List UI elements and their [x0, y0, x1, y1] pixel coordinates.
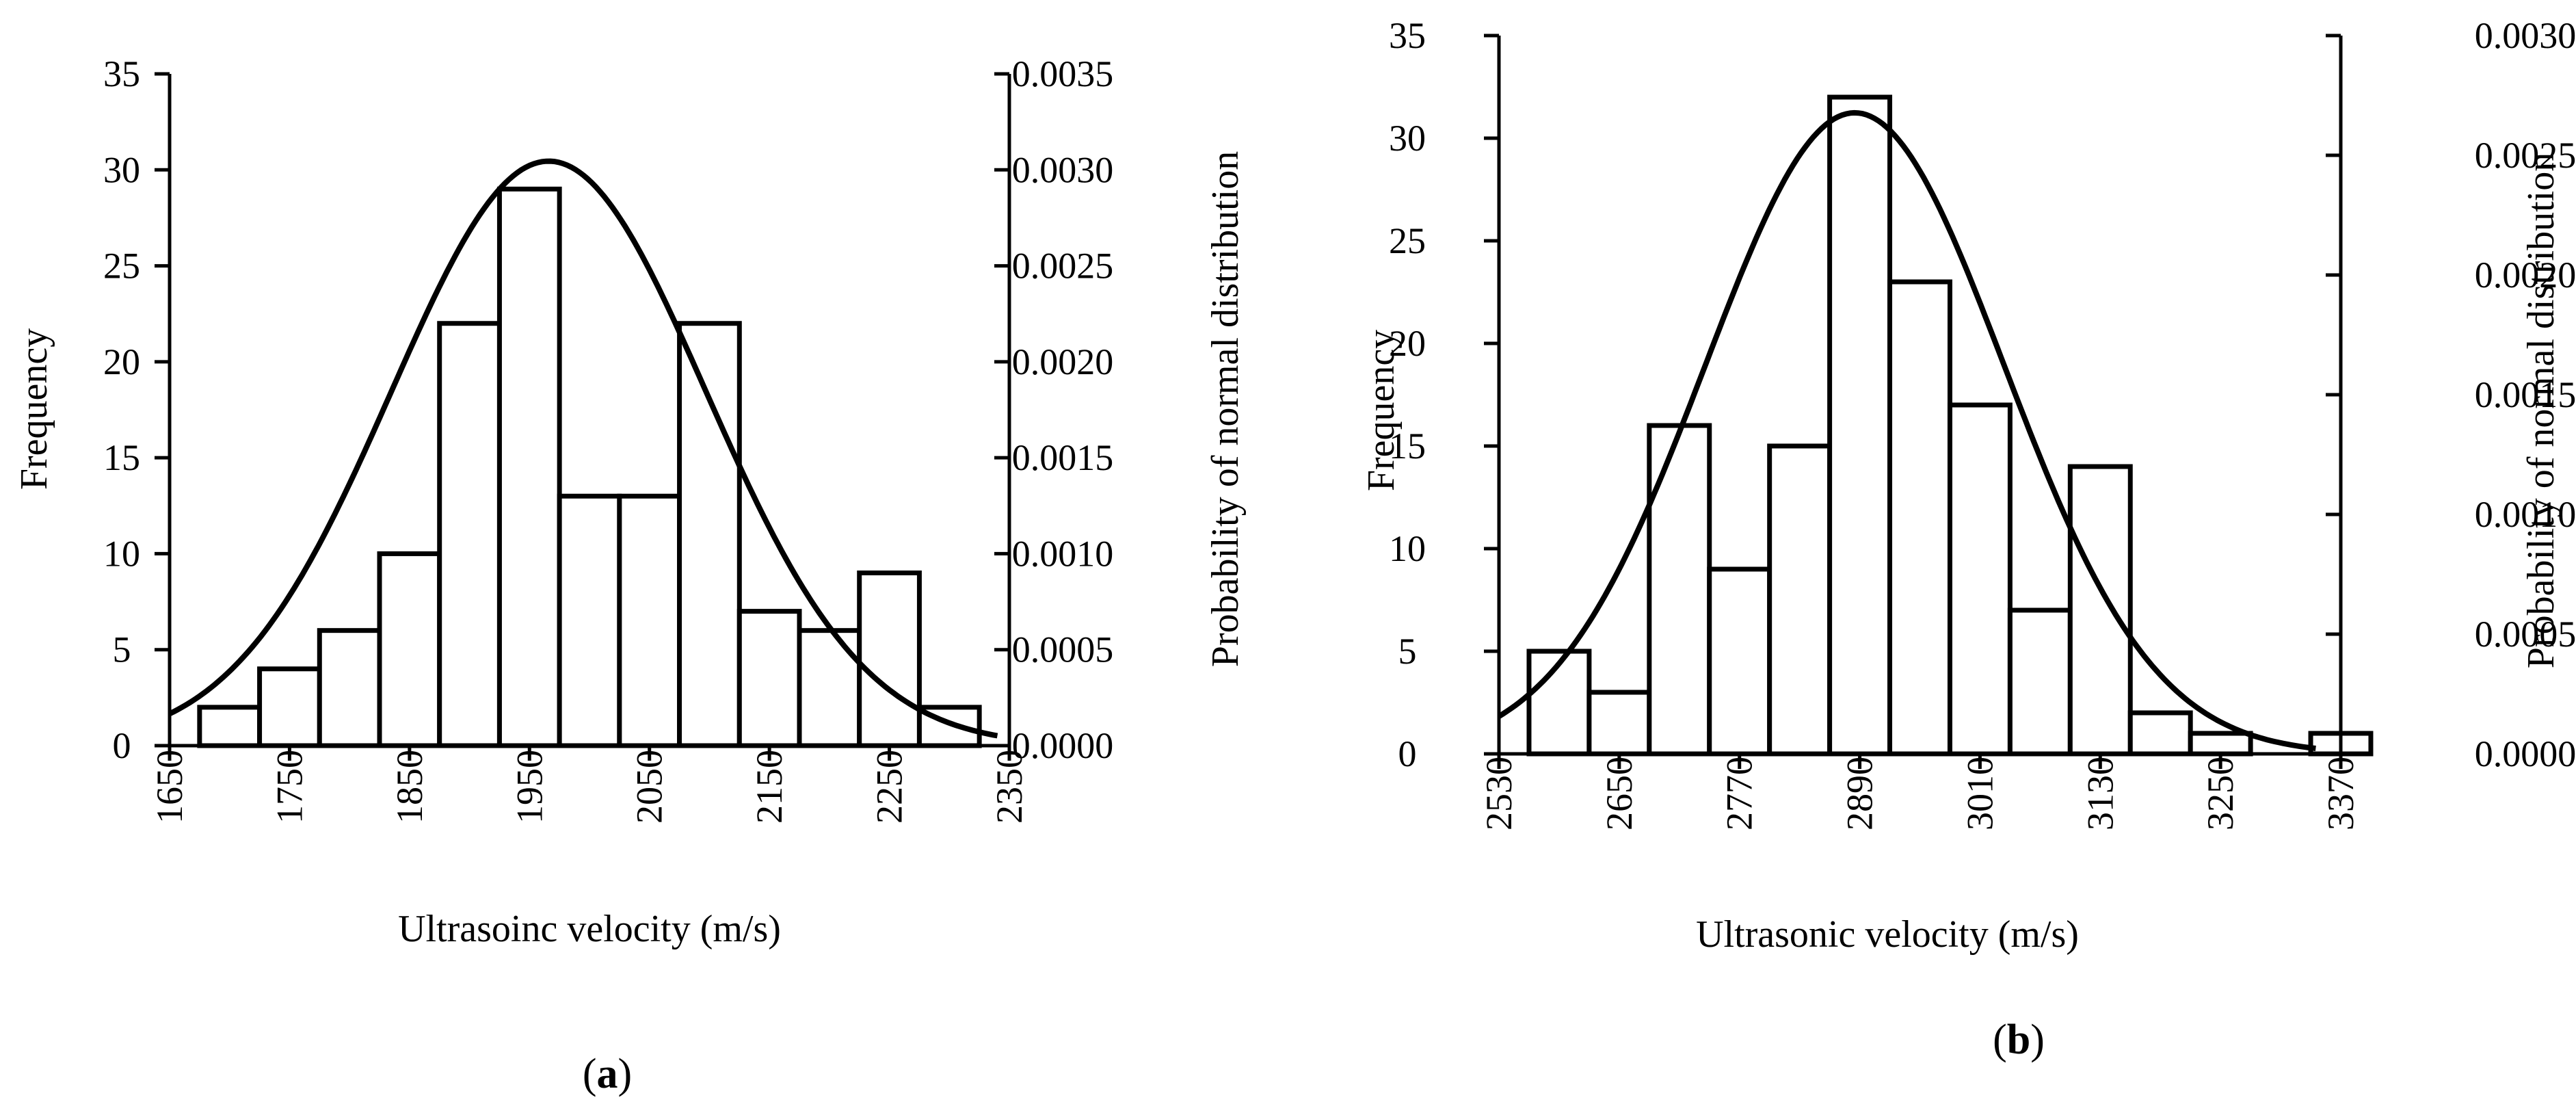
y-tick-label: 30	[103, 149, 140, 190]
histogram-bar	[797, 628, 862, 748]
x-tick-label: 2150	[749, 750, 790, 824]
histogram-bar	[557, 493, 622, 748]
normal-distribution-curve	[1497, 109, 2316, 751]
y-tick-label: 25	[103, 246, 140, 287]
y2-tick-label: 0.0010	[2475, 494, 2576, 535]
x-tick-label: 2890	[1840, 757, 1881, 830]
histogram-bar	[617, 493, 682, 748]
y2-tick-label: 0.0000	[1012, 725, 1114, 766]
histogram-bar	[1707, 566, 1772, 757]
y-axis-title: Frequency	[13, 328, 55, 490]
x-tick-label: 2530	[1478, 757, 1519, 830]
x-axis-title: Ultrasoinc velocity (m/s)	[398, 908, 781, 950]
x-tick-label: 2050	[629, 750, 670, 824]
histogram-bar	[1827, 94, 1893, 757]
y2-tick-label: 0.0025	[2475, 135, 2576, 176]
y-tick-label: 15	[1389, 425, 1426, 467]
y2-tick-label: 0.0015	[1012, 437, 1114, 478]
histogram-bar	[857, 570, 922, 748]
y-tick-label: 0	[1398, 733, 1417, 774]
y2-tick-label: 0.0020	[2475, 254, 2576, 296]
x-tick-label: 3130	[2080, 757, 2121, 830]
histogram-bar	[2067, 464, 2133, 757]
x-tick-label: 1650	[149, 750, 190, 824]
x-tick-label: 2650	[1599, 757, 1640, 830]
histogram-bar	[1887, 279, 1952, 757]
x-tick-label: 3370	[2320, 757, 2361, 830]
y2-tick-label: 0.0030	[1012, 149, 1114, 190]
histogram-bar	[1586, 690, 1652, 757]
y-tick-label: 30	[1389, 118, 1426, 159]
y-tick-label: 35	[1389, 15, 1426, 56]
histogram-bar	[736, 609, 802, 748]
y2-tick-label: 0.0015	[2475, 374, 2576, 415]
y2-tick-label: 0.0020	[1012, 341, 1114, 382]
panel-label-letter: b	[2007, 1017, 2030, 1063]
normal-distribution-curve	[168, 158, 998, 739]
x-tick-label: 2770	[1719, 757, 1760, 830]
histogram-bar	[257, 666, 322, 748]
y2-tick-label: 0.0005	[2475, 614, 2576, 655]
y-axis-ticks: 0 5 10 15 20 25 30 35	[1389, 15, 1499, 774]
histogram-bar	[317, 628, 382, 748]
y2-axis-ticks: 0.0000 0.0005 0.0010 0.0015 0.0020 0.0025 0.00…	[994, 53, 1113, 766]
x-tick-label: 3250	[2200, 757, 2241, 830]
x-tick-label: 1750	[269, 750, 310, 824]
x-axis-ticks: 1650 1750 1850 1950 2050 2150 2250 2350	[149, 746, 1030, 824]
histogram-bar	[677, 321, 742, 748]
histogram-bar	[197, 705, 263, 748]
histogram-bar	[1947, 402, 2013, 757]
y-tick-label: 5	[1398, 631, 1417, 672]
histogram-bar	[377, 551, 442, 748]
panel-label-a: (a)	[583, 1051, 632, 1097]
y-tick-label: 0	[113, 725, 131, 766]
y-tick-label: 20	[1389, 323, 1426, 364]
y2-tick-label: 0.0010	[1012, 533, 1114, 574]
panel-label-b: (b)	[1993, 1017, 2045, 1063]
y2-axis-title: Probability of normal distribution	[1204, 151, 1247, 667]
y2-tick-label: 0.0000	[2475, 733, 2576, 774]
histogram-bar	[437, 321, 502, 748]
axes	[168, 74, 1011, 748]
histogram-bars	[1526, 94, 2374, 757]
histogram-bar	[1767, 443, 1833, 757]
y-tick-label: 5	[113, 629, 131, 670]
histogram-bar	[2007, 607, 2073, 757]
y-tick-label: 25	[1389, 220, 1426, 261]
x-tick-label: 1950	[509, 750, 550, 824]
y2-tick-label: 0.0035	[1012, 53, 1114, 94]
y-tick-label: 10	[103, 533, 140, 574]
y2-tick-label: 0.0030	[2475, 15, 2576, 56]
y-tick-label: 10	[1389, 528, 1426, 569]
x-tick-label: 1850	[389, 750, 430, 824]
x-tick-label: 3010	[1959, 757, 2000, 830]
histogram-bar	[2127, 710, 2193, 757]
x-axis-title: Ultrasonic velocity (m/s)	[1696, 913, 2079, 956]
y2-tick-label: 0.0005	[1012, 629, 1114, 670]
x-axis-ticks: 2530 2650 2770 2890 3010 3130 3250 3370	[1478, 754, 2361, 830]
y-axis-title: Frequency	[1360, 330, 1403, 491]
histogram-bar	[2188, 731, 2253, 757]
panel-label-letter: a	[597, 1051, 618, 1097]
y2-axis-ticks: 0.0000 0.0005 0.0010 0.0015 0.0020 0.0025 0.00…	[2326, 15, 2576, 774]
histogram-bar	[1647, 423, 1712, 757]
y2-tick-label: 0.0025	[1012, 246, 1114, 287]
y-tick-label: 15	[103, 437, 140, 478]
x-tick-label: 2250	[869, 750, 910, 824]
x-tick-label: 2350	[989, 750, 1030, 824]
y-axis-ticks: 0 5 10 15 20 25 30 35	[103, 53, 170, 766]
y-tick-label: 20	[103, 341, 140, 382]
y-tick-label: 35	[103, 53, 140, 94]
histogram-bar	[496, 186, 562, 748]
y2-axis-title: Probability of normal distribution	[2520, 153, 2562, 668]
